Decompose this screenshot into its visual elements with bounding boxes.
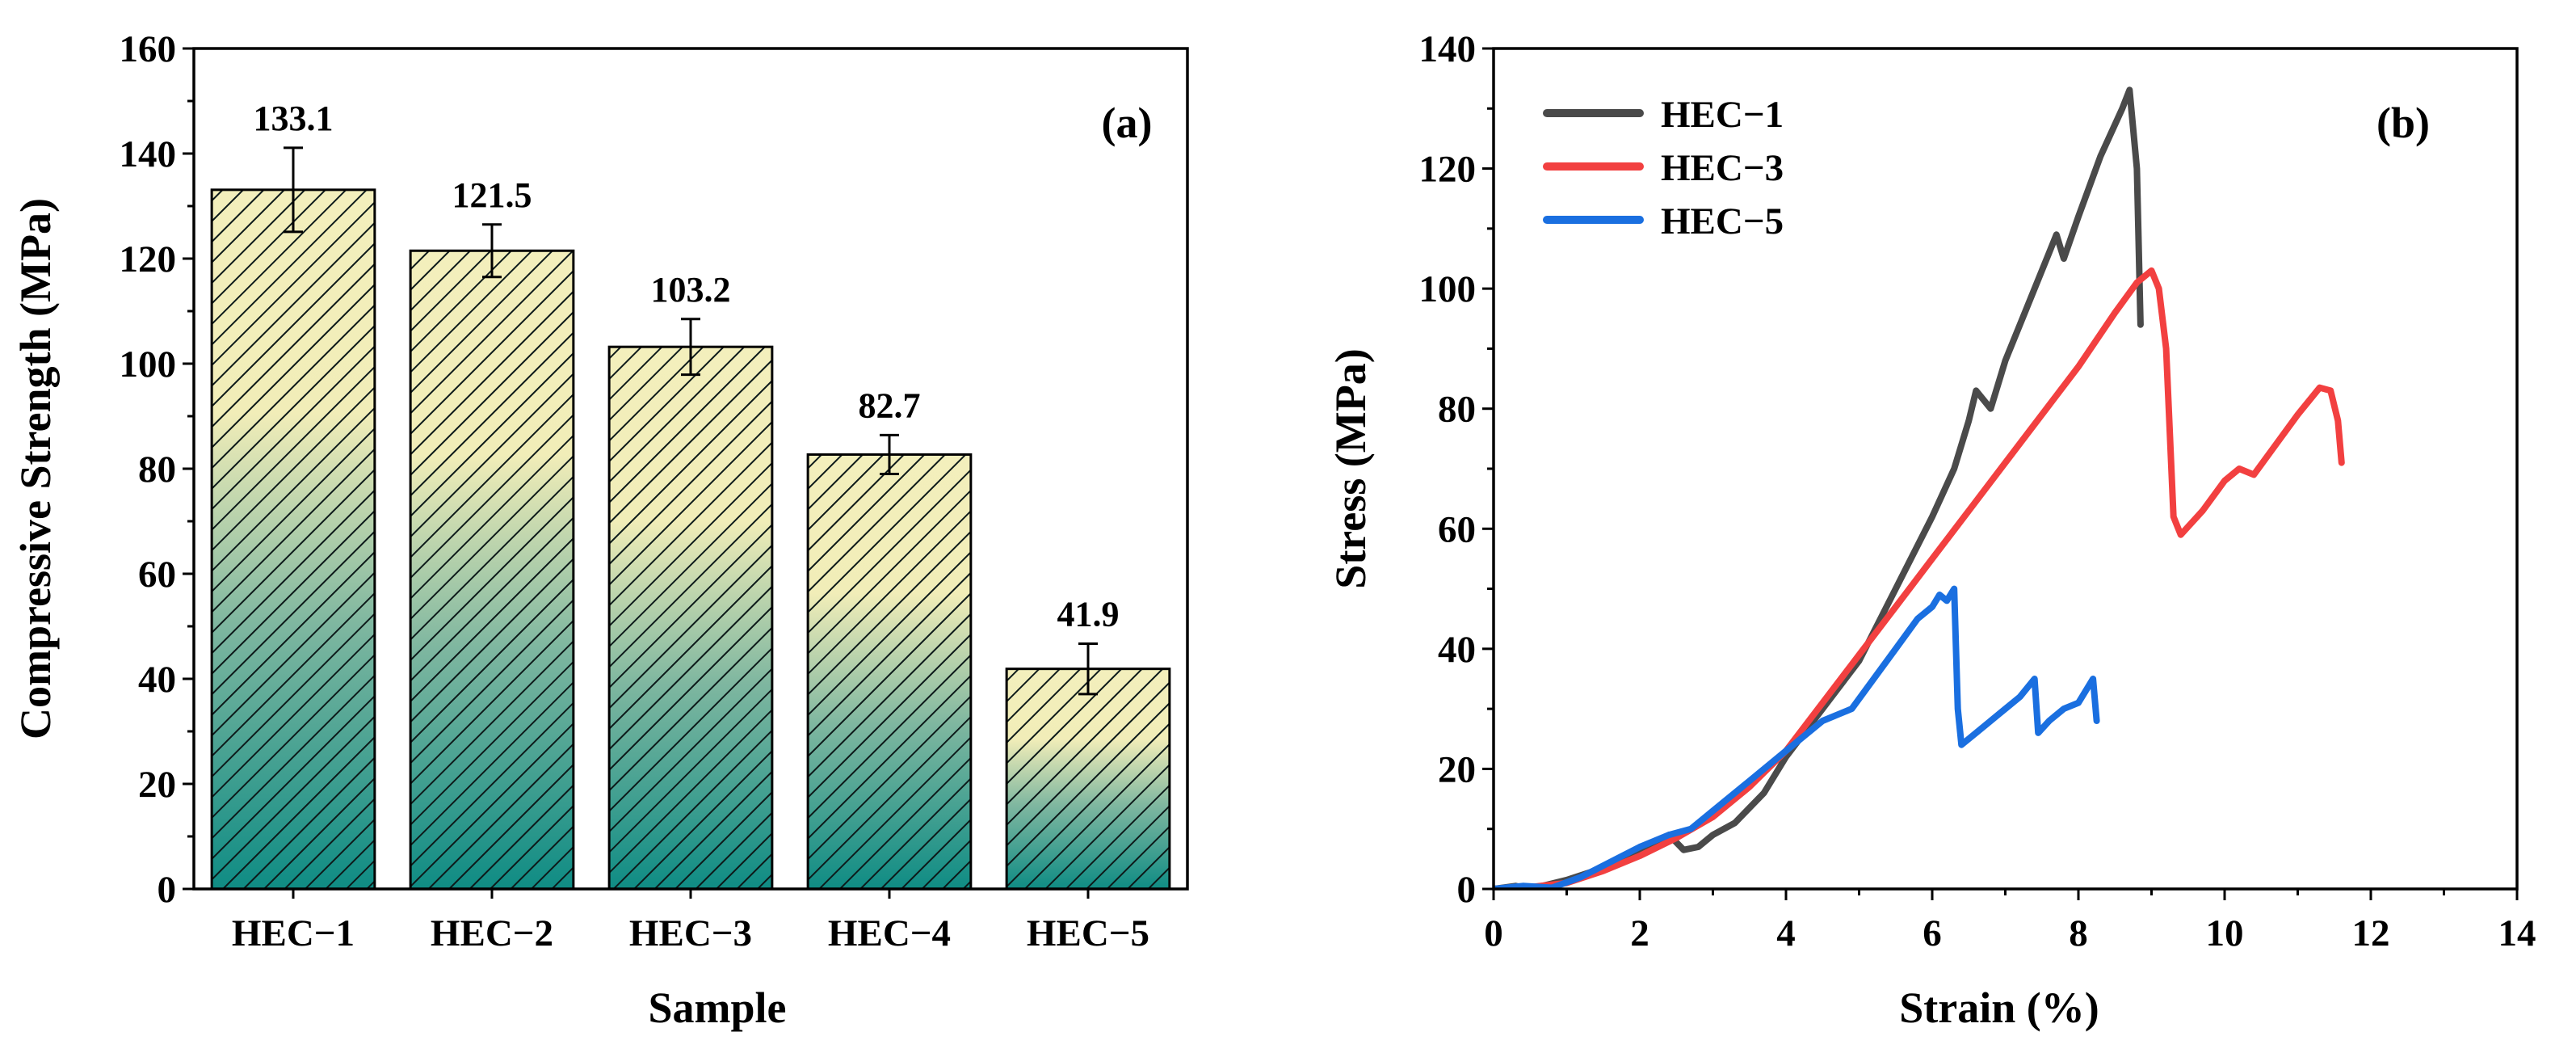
error-bar-1 [284, 146, 303, 234]
y-tick-label: 140 [1419, 28, 1477, 70]
chart-b-x-ticks: 0 2 4 6 8 10 12 14 [1484, 889, 2536, 954]
y-tick-label: 40 [1438, 629, 1476, 671]
bar-5 [1005, 668, 1171, 891]
x-tick-label: 8 [2069, 912, 2088, 954]
y-tick-label: 100 [120, 343, 177, 385]
y-tick-label: 80 [1438, 389, 1476, 431]
y-tick-label: 160 [120, 28, 177, 70]
chart-b-axes [1492, 47, 2519, 891]
error-bar-2 [482, 223, 502, 279]
y-tick-label: 20 [138, 764, 176, 806]
chart-a: 133.1 121.5 103.2 82.7 41.9 0 20 40 60 80 100 120 1… [11, 28, 1189, 1032]
bar-4 [806, 453, 973, 891]
chart-a-panel-label: (a) [1102, 99, 1153, 147]
legend-label: HEC−3 [1661, 147, 1784, 189]
bar-1 [210, 188, 376, 891]
legend-label: HEC−1 [1661, 94, 1784, 136]
legend-entry-2: HEC−3 [1543, 147, 1784, 189]
error-bar-5 [1078, 642, 1098, 696]
bar-3 [607, 345, 774, 891]
y-tick-label: 140 [120, 133, 177, 175]
chart-a-bars [210, 188, 1171, 891]
x-tick-label: HEC−3 [629, 912, 752, 954]
x-tick-label: 6 [1923, 912, 1942, 954]
x-tick-label: 4 [1776, 912, 1796, 954]
value-label-5: 41.9 [1057, 594, 1120, 634]
chart-a-x-ticks: HEC−1 HEC−2 HEC−3 HEC−4 HEC−5 [232, 889, 1149, 954]
chart-a-x-axis-title: Sample [648, 984, 786, 1032]
chart-b-y-axis-title: Stress (MPa) [1326, 348, 1375, 588]
error-bar-3 [681, 318, 700, 377]
series-line-1 [1494, 86, 2144, 889]
error-bar-4 [880, 433, 899, 475]
value-label-2: 121.5 [452, 175, 532, 215]
chart-b-frame [1492, 47, 2519, 891]
chart-a-y-ticks: 0 20 40 60 80 100 120 140 160 [120, 28, 194, 911]
chart-b-series-lines [1494, 86, 2345, 889]
y-tick-label: 100 [1419, 268, 1477, 310]
chart-a-error-bars [284, 146, 1098, 696]
x-tick-label: HEC−4 [828, 912, 951, 954]
y-tick-label: 120 [120, 238, 177, 280]
legend-label: HEC−5 [1661, 200, 1784, 242]
series-line-2 [1494, 267, 2345, 889]
x-tick-label: 14 [2498, 912, 2536, 954]
x-tick-label: HEC−5 [1027, 912, 1149, 954]
y-tick-label: 120 [1419, 149, 1477, 191]
chart-b-y-ticks: 0 20 40 60 80 100 120 140 [1419, 28, 1494, 911]
chart-b-panel-label: (b) [2376, 99, 2430, 147]
y-tick-label: 0 [1457, 869, 1477, 911]
x-tick-label: 10 [2206, 912, 2244, 954]
chart-b-legend: HEC−1 HEC−3 HEC−5 [1543, 94, 1784, 242]
legend-entry-1: HEC−1 [1543, 94, 1784, 136]
value-label-1: 133.1 [254, 99, 334, 138]
value-label-4: 82.7 [859, 385, 921, 425]
legend-entry-3: HEC−5 [1543, 200, 1784, 242]
x-tick-label: HEC−1 [232, 912, 355, 954]
chart-a-y-axis-title: Compressive Strength (MPa) [11, 198, 60, 739]
y-tick-label: 60 [138, 554, 176, 596]
series-line-3 [1494, 585, 2100, 889]
x-tick-label: 0 [1484, 912, 1503, 954]
x-tick-label: 12 [2352, 912, 2390, 954]
y-tick-label: 20 [1438, 748, 1476, 790]
x-tick-label: 2 [1630, 912, 1649, 954]
chart-b-x-axis-title: Strain (%) [1899, 984, 2099, 1032]
bar-2 [409, 249, 575, 891]
value-label-3: 103.2 [651, 270, 731, 310]
y-tick-label: 0 [158, 869, 177, 911]
x-tick-label: HEC−2 [431, 912, 553, 954]
y-tick-label: 40 [138, 659, 176, 701]
y-tick-label: 80 [138, 449, 176, 491]
y-tick-label: 60 [1438, 508, 1476, 550]
chart-a-value-labels: 133.1 121.5 103.2 82.7 41.9 [254, 99, 1120, 634]
